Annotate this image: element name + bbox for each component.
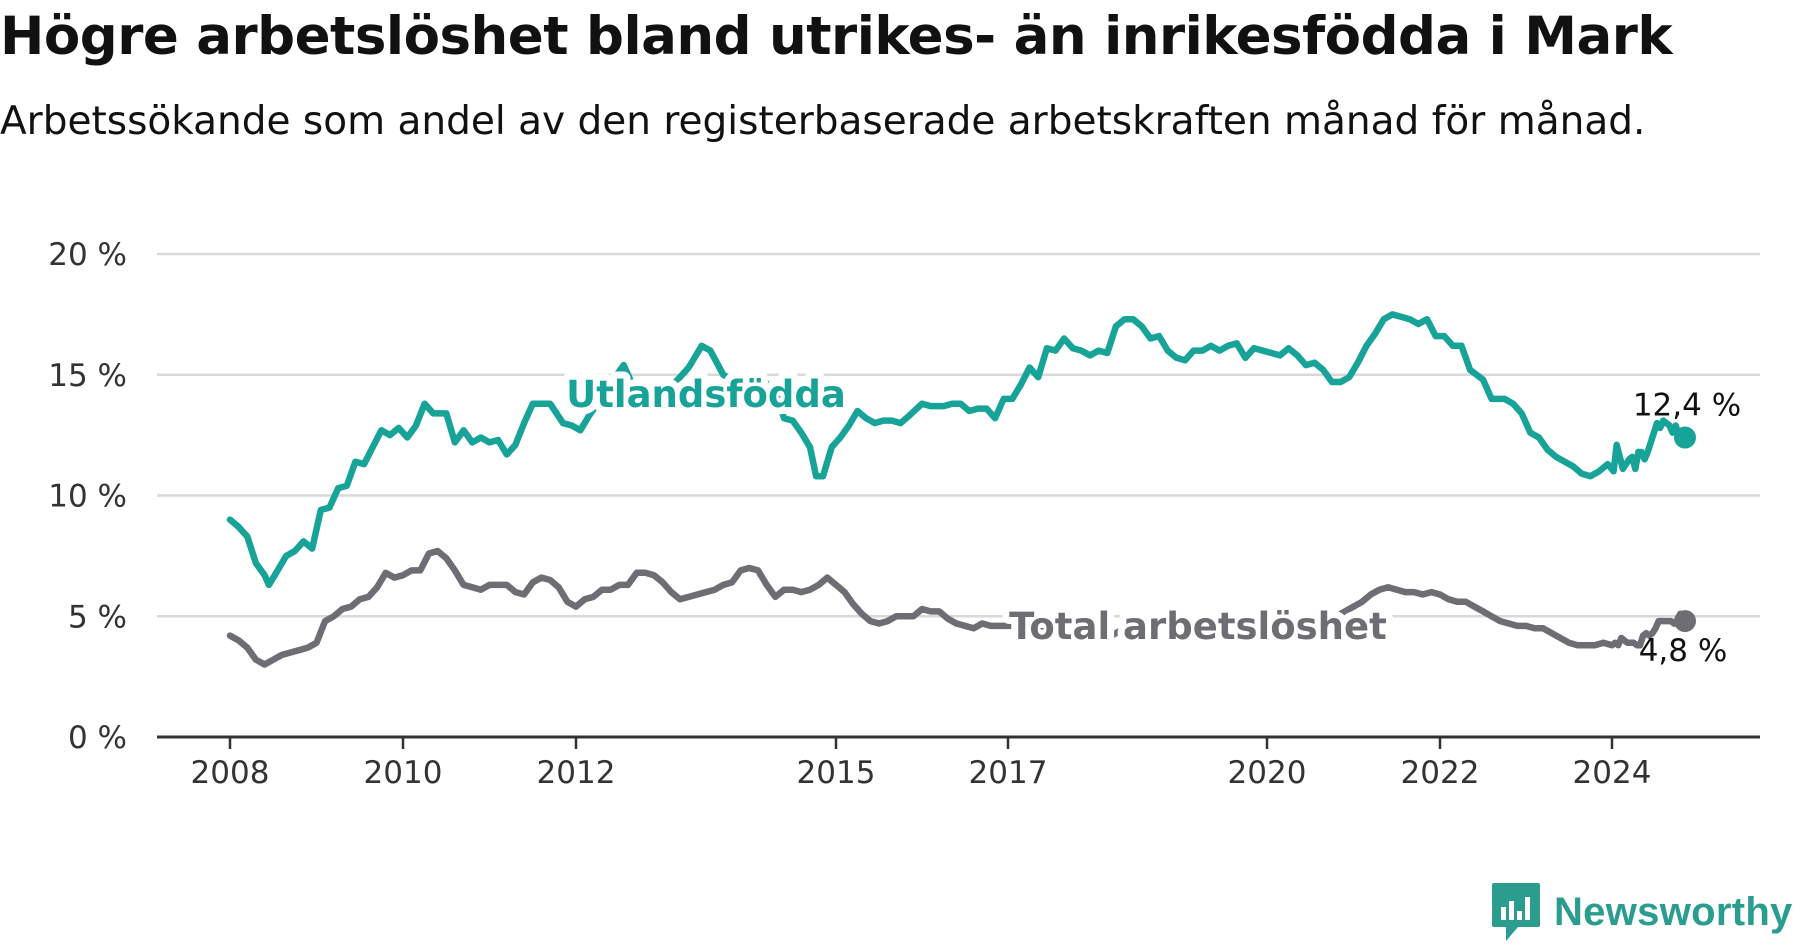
y-tick-label: 10 % (48, 479, 127, 515)
end-value-label-total: 4,8 % (1639, 633, 1728, 669)
chart-title: Högre arbetslöshet bland utrikes- än inr… (0, 6, 1673, 67)
series-label: Total arbetslöshet (1009, 605, 1387, 648)
series-line-0 (226, 311, 1689, 589)
newsworthy-logo-text: Newsworthy (1554, 889, 1793, 934)
x-tick-label: 2015 (797, 755, 876, 791)
x-axis: 2008 2010 2012 2015 2017 2020 2022 2024 (157, 735, 1760, 791)
newsworthy-logo: Newsworthy (1490, 880, 1793, 944)
series-label: Utlandsfödda (566, 373, 846, 416)
x-tick-label: 2017 (969, 755, 1048, 791)
series-end-point-0 (1674, 426, 1696, 449)
x-tick-label: 2010 (364, 755, 443, 791)
y-axis-ticks: 0 % 5 % 10 % 15 % 20 % (48, 237, 127, 756)
series-line-1 (226, 547, 1689, 668)
y-tick-label: 15 % (48, 358, 127, 394)
y-tick-label: 5 % (68, 599, 127, 635)
x-tick-label: 2012 (537, 755, 616, 791)
x-tick-label: 2020 (1228, 755, 1307, 791)
y-tick-label: 0 % (68, 720, 127, 756)
y-tick-label: 20 % (48, 237, 127, 273)
x-tick-label: 2024 (1573, 755, 1652, 791)
chart-subtitle: Arbetssökande som andel av den registerb… (0, 99, 1646, 144)
newsworthy-logo-icon (1490, 881, 1542, 943)
x-tick-label: 2022 (1401, 755, 1480, 791)
end-value-label-utlandsfodda: 12,4 % (1633, 388, 1741, 424)
x-tick-label: 2008 (191, 755, 270, 791)
series-lines (226, 311, 1696, 668)
series-label-halo: Utlandsfödda (566, 373, 846, 416)
series-label-halo: Total arbetslöshet (1009, 605, 1387, 648)
series-end-point-1 (1674, 610, 1696, 633)
gridlines (157, 252, 1760, 618)
